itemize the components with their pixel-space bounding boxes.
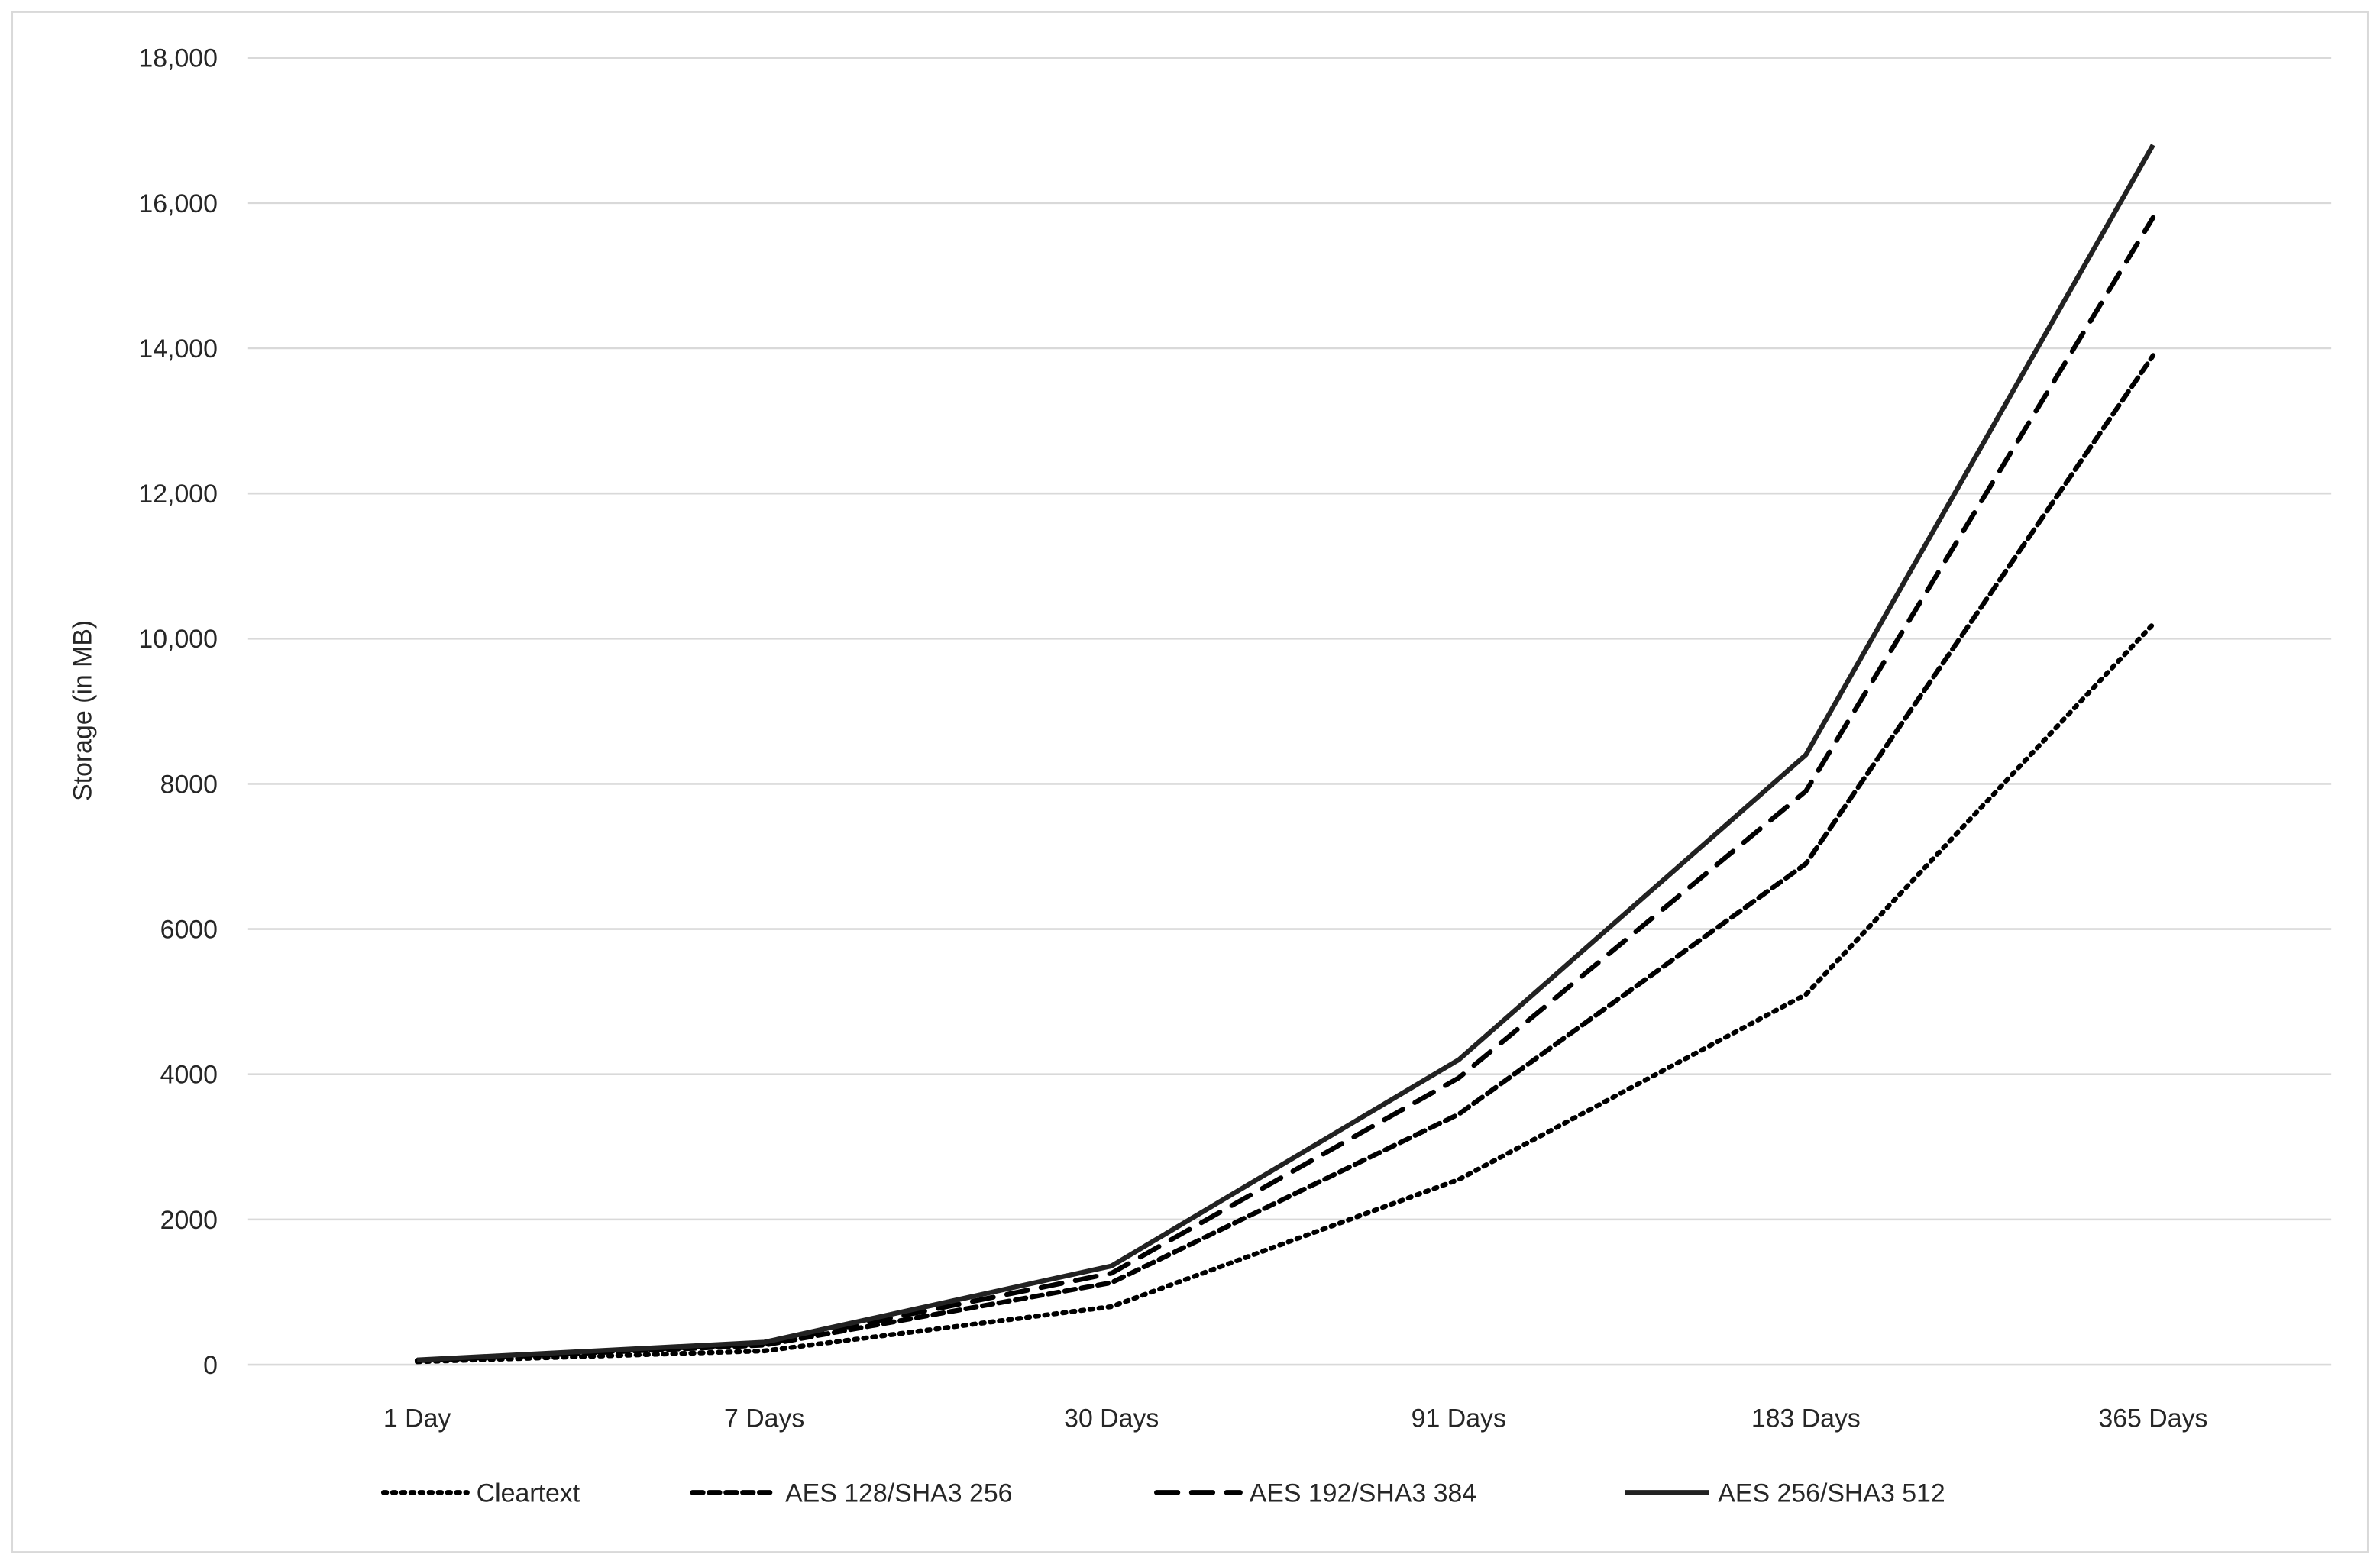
y-tick-label: 0 (203, 1351, 218, 1380)
series-line-0 (414, 622, 2156, 1365)
y-tick-label: 16,000 (138, 189, 218, 218)
x-tick-label: 30 Days (1064, 1404, 1159, 1433)
y-axis-title: Storage (in MB) (69, 620, 98, 801)
x-tick-label: 1 Day (383, 1404, 451, 1433)
y-tick-label: 2000 (160, 1206, 218, 1235)
y-tick-label: 12,000 (138, 480, 218, 509)
series-lines (414, 144, 2156, 1365)
legend-label: AES 256/SHA3 512 (1718, 1478, 1945, 1507)
x-tick-label: 7 Days (724, 1404, 804, 1433)
x-tick-label: 183 Days (1751, 1404, 1861, 1433)
x-tick-label: 365 Days (2098, 1404, 2207, 1433)
x-tick-label: 91 Days (1412, 1404, 1506, 1433)
series-line-3 (416, 144, 2155, 1363)
y-tick-label: 18,000 (138, 44, 218, 73)
y-tick-label: 10,000 (138, 625, 218, 654)
chart-border (11, 11, 2369, 1553)
y-tick-label: 14,000 (138, 334, 218, 364)
y-tick-label: 4000 (160, 1061, 218, 1090)
x-axis-ticks: 1 Day 7 Days 30 Days 91 Days 183 Days 365 Day… (383, 1404, 2208, 1433)
legend-label: AES 128/SHA3 256 (785, 1478, 1012, 1507)
y-tick-label: 8000 (160, 770, 218, 799)
legend-label: AES 192/SHA3 384 (1250, 1478, 1476, 1507)
gridlines (247, 57, 2332, 1366)
y-tick-label: 6000 (160, 916, 218, 945)
y-axis-ticks: 0 2000 4000 6000 8000 10,000 12,000 14,000 16,00… (138, 44, 218, 1380)
legend: Cleartext AES 128/SHA3 256 AES 192/SHA3 38… (380, 1478, 1945, 1507)
legend-label: Cleartext (477, 1478, 580, 1507)
